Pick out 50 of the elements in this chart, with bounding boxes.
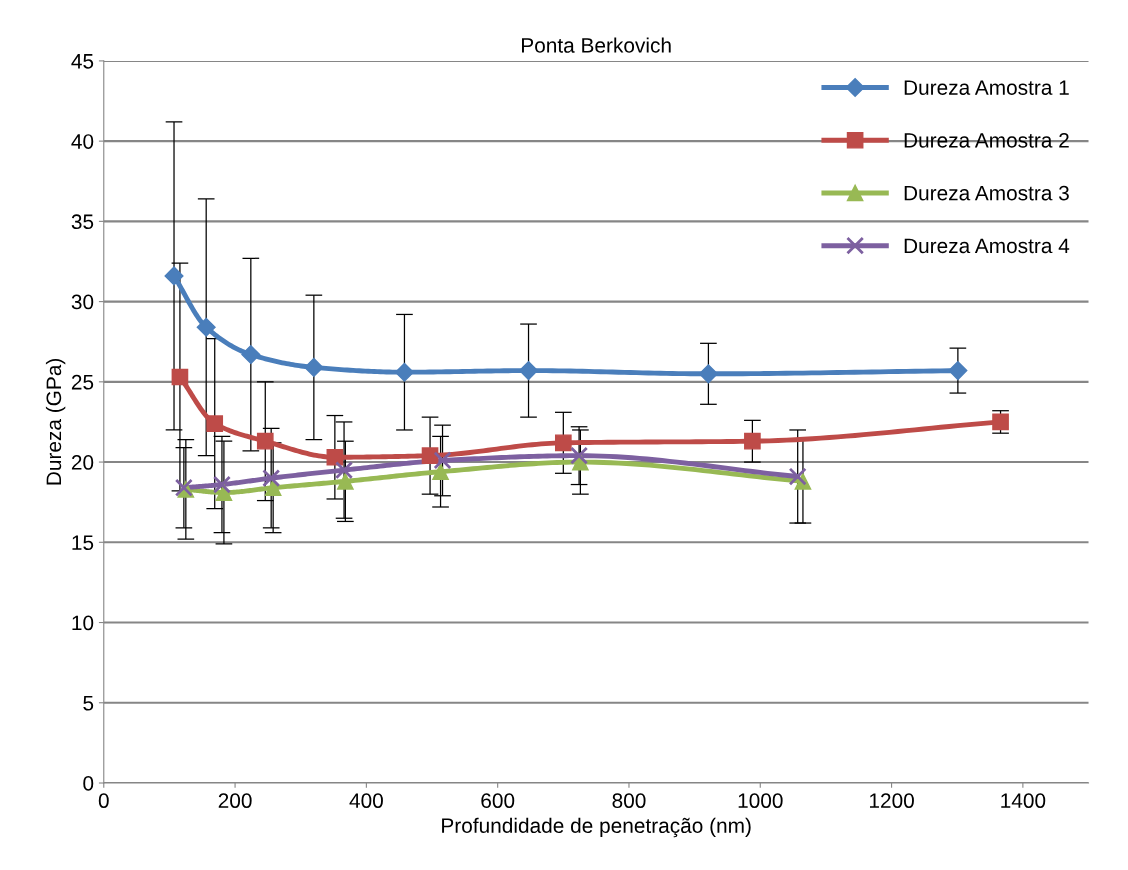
point xyxy=(212,475,231,494)
point xyxy=(256,432,274,450)
legend-label: Dureza Amostra 2 xyxy=(904,132,1069,148)
point xyxy=(698,364,718,384)
point xyxy=(744,432,761,450)
point xyxy=(171,368,189,386)
y-tick-label: 5 xyxy=(83,695,94,711)
point xyxy=(262,469,281,488)
point xyxy=(394,362,414,382)
point xyxy=(335,461,354,480)
y-tick-label: 40 xyxy=(71,134,94,149)
x-tick-label: 200 xyxy=(218,793,252,809)
point xyxy=(215,484,233,501)
point xyxy=(570,446,589,465)
y-tick-label: 45 xyxy=(71,54,94,69)
point xyxy=(421,447,439,464)
point xyxy=(206,415,224,432)
point xyxy=(948,361,968,381)
y-tick-label: 35 xyxy=(71,214,94,230)
chart-title: Ponta Berkovich xyxy=(522,37,671,53)
x-tick-label: 1200 xyxy=(869,793,914,809)
x-tick-label: 1000 xyxy=(738,793,783,809)
point xyxy=(196,317,216,337)
x-tick-label: 600 xyxy=(481,793,515,809)
point xyxy=(337,472,354,490)
point xyxy=(326,448,344,466)
point xyxy=(164,266,184,286)
y-tick-label: 25 xyxy=(71,374,94,390)
point xyxy=(554,434,572,452)
point xyxy=(264,479,282,497)
x-tick-label: 1400 xyxy=(1001,793,1046,809)
y-tick-label: 30 xyxy=(71,294,94,310)
point xyxy=(433,451,452,470)
point xyxy=(788,467,807,486)
point xyxy=(304,357,324,377)
point xyxy=(432,463,449,481)
x-tick-label: 0 xyxy=(98,793,109,809)
legend-label: Dureza Amostra 3 xyxy=(904,185,1069,201)
x-axis-title: Profundidade de penetração (nm) xyxy=(442,817,751,838)
legend-label: Dureza Amostra 1 xyxy=(904,80,1069,95)
y-axis-title: Dureza (GPa) xyxy=(45,358,66,485)
y-tick-label: 20 xyxy=(71,455,94,470)
point xyxy=(241,345,261,365)
y-tick-label: 10 xyxy=(72,615,94,631)
point xyxy=(518,361,539,381)
x-tick-label: 400 xyxy=(349,793,383,809)
y-tick-label: 15 xyxy=(72,535,94,551)
x-tick-label: 800 xyxy=(612,793,646,809)
legend-label: Dureza Amostra 4 xyxy=(904,238,1070,254)
y-tick-label: 0 xyxy=(83,776,94,791)
